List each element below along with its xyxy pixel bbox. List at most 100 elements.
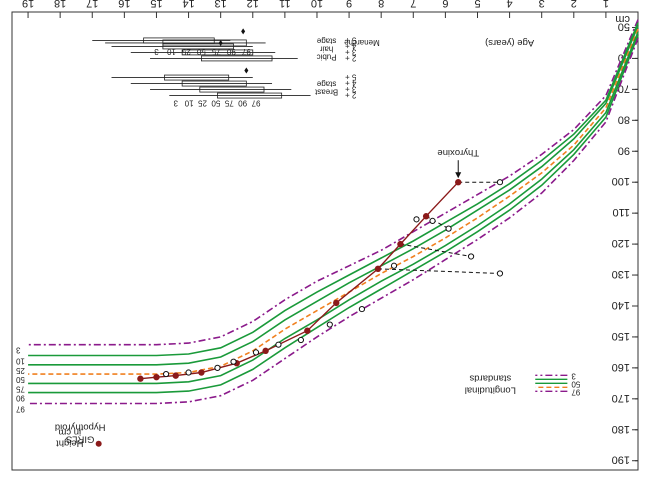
maturity-percentile-header: 97 bbox=[241, 47, 250, 56]
bone-age-point bbox=[326, 321, 333, 328]
unit-label: cm bbox=[615, 13, 630, 25]
y-tick-label: 180 bbox=[612, 423, 630, 435]
x-tick-label: 9 bbox=[346, 0, 352, 9]
percentile-curve-50 bbox=[28, 28, 639, 375]
breast-stage-label: 4 + bbox=[345, 79, 357, 88]
thyroxine-label: Thyroxine bbox=[437, 147, 479, 158]
maturity-percentile-header: 25 bbox=[181, 47, 190, 56]
maturity-percentile-header: 50 bbox=[196, 47, 205, 56]
patient-height-point bbox=[422, 213, 430, 220]
menarche-diamond bbox=[218, 39, 223, 46]
pubic-stage-box bbox=[143, 37, 215, 44]
patient-height-point bbox=[198, 369, 205, 376]
percentile-label-75: 75 bbox=[15, 384, 24, 393]
patient-height-point bbox=[153, 373, 160, 381]
percentile-label-3: 3 bbox=[15, 346, 20, 355]
percentile-curve-25 bbox=[28, 25, 639, 366]
bone-age-point bbox=[358, 305, 366, 313]
menarche-label: Menarche bbox=[344, 38, 380, 47]
breast-label-1: Breast bbox=[314, 88, 338, 97]
legend-height-label-1: Height bbox=[56, 438, 84, 449]
legend-percentile-3: 3 bbox=[571, 371, 576, 380]
title-line-2: Hypothyroid bbox=[55, 422, 106, 433]
breast-stage-box bbox=[217, 92, 283, 99]
bone-age-point bbox=[496, 179, 504, 186]
x-tick-label: 1 bbox=[603, 0, 609, 9]
percentile-label-10: 10 bbox=[15, 357, 24, 366]
bone-age-connector bbox=[377, 268, 500, 274]
breast-stage-box bbox=[164, 74, 230, 81]
bone-age-point bbox=[185, 369, 192, 376]
legend-percentile-50: 50 bbox=[571, 379, 580, 388]
percentile-label-50: 50 bbox=[15, 375, 24, 384]
bone-age-connector bbox=[400, 243, 472, 257]
x-tick-label: 16 bbox=[118, 0, 130, 9]
breast-percentile-header: 25 bbox=[197, 99, 206, 108]
plot-layer: 1234567891011121314151617181950607080901… bbox=[11, 0, 639, 471]
patient-height-point bbox=[374, 265, 382, 273]
bone-age-point bbox=[214, 364, 221, 371]
breast-stage-label: 2 + bbox=[345, 91, 357, 100]
x-tick-label: 8 bbox=[378, 0, 384, 9]
percentile-curve-10 bbox=[28, 22, 639, 357]
y-tick-label: 100 bbox=[612, 175, 630, 187]
percentile-curve-3 bbox=[28, 19, 639, 346]
maturity-percentile-header: 75 bbox=[211, 47, 220, 56]
x-tick-label: 3 bbox=[539, 0, 545, 9]
x-tick-label: 13 bbox=[215, 0, 227, 9]
breast-percentile-header: 3 bbox=[173, 99, 178, 108]
patient-height-point bbox=[172, 372, 179, 379]
x-tick-label: 19 bbox=[22, 0, 34, 9]
pubic-stage-box bbox=[201, 55, 273, 62]
pubic-label-2: hair bbox=[320, 44, 334, 53]
percentile-label-25: 25 bbox=[15, 366, 24, 375]
pubic-label-1: Pubic bbox=[317, 52, 337, 61]
breast-diamond bbox=[244, 67, 249, 74]
bone-age-point bbox=[162, 370, 170, 378]
patient-height-point bbox=[262, 347, 269, 355]
bone-age-point bbox=[252, 349, 260, 356]
y-tick-label: 160 bbox=[612, 361, 630, 373]
bone-age-point bbox=[496, 270, 504, 277]
legend-standards-label-1: Longitudinal bbox=[465, 384, 516, 395]
bone-age-point bbox=[445, 225, 452, 232]
x-tick-label: 15 bbox=[150, 0, 162, 9]
bone-age-point bbox=[390, 262, 398, 269]
breast-stage-label: 3 + bbox=[345, 85, 357, 94]
bone-age-point bbox=[230, 358, 237, 365]
pubic-stage-label: 5 + bbox=[345, 35, 357, 44]
x-tick-label: 7 bbox=[410, 0, 416, 9]
x-tick-label: 4 bbox=[507, 0, 513, 9]
legend-standards-label-2: standards bbox=[469, 372, 511, 383]
x-tick-label: 10 bbox=[311, 0, 323, 9]
y-tick-label: 150 bbox=[612, 330, 630, 342]
maturity-percentile-header: 3 bbox=[154, 47, 159, 56]
breast-stage-box bbox=[199, 86, 265, 93]
x-tick-label: 14 bbox=[182, 0, 194, 9]
bone-age-point bbox=[467, 253, 475, 260]
y-tick-label: 190 bbox=[612, 454, 630, 466]
legend-height-label-2: in cm bbox=[58, 427, 81, 438]
y-tick-label: 140 bbox=[612, 299, 630, 311]
x-tick-label: 12 bbox=[247, 0, 259, 9]
patient-height-line bbox=[140, 181, 459, 380]
x-tick-label: 18 bbox=[54, 0, 66, 9]
y-tick-label: 70 bbox=[618, 82, 630, 94]
breast-stage-box bbox=[181, 80, 247, 87]
y-tick-label: 170 bbox=[612, 392, 630, 404]
plot-frame bbox=[11, 11, 639, 471]
bone-age-point bbox=[275, 341, 282, 348]
x-axis-label: Age (years) bbox=[485, 37, 534, 48]
y-tick-label: 130 bbox=[612, 268, 630, 280]
y-tick-label: 90 bbox=[618, 144, 630, 156]
percentile-label-97: 97 bbox=[15, 404, 24, 413]
y-tick-label: 110 bbox=[612, 206, 630, 218]
legend-height-marker bbox=[95, 440, 102, 447]
maturity-percentile-header: 90 bbox=[226, 47, 235, 56]
breast-percentile-header: 50 bbox=[211, 99, 220, 108]
patient-height-point bbox=[397, 240, 404, 248]
x-tick-label: 17 bbox=[86, 0, 98, 9]
percentile-curve-90 bbox=[28, 34, 639, 394]
